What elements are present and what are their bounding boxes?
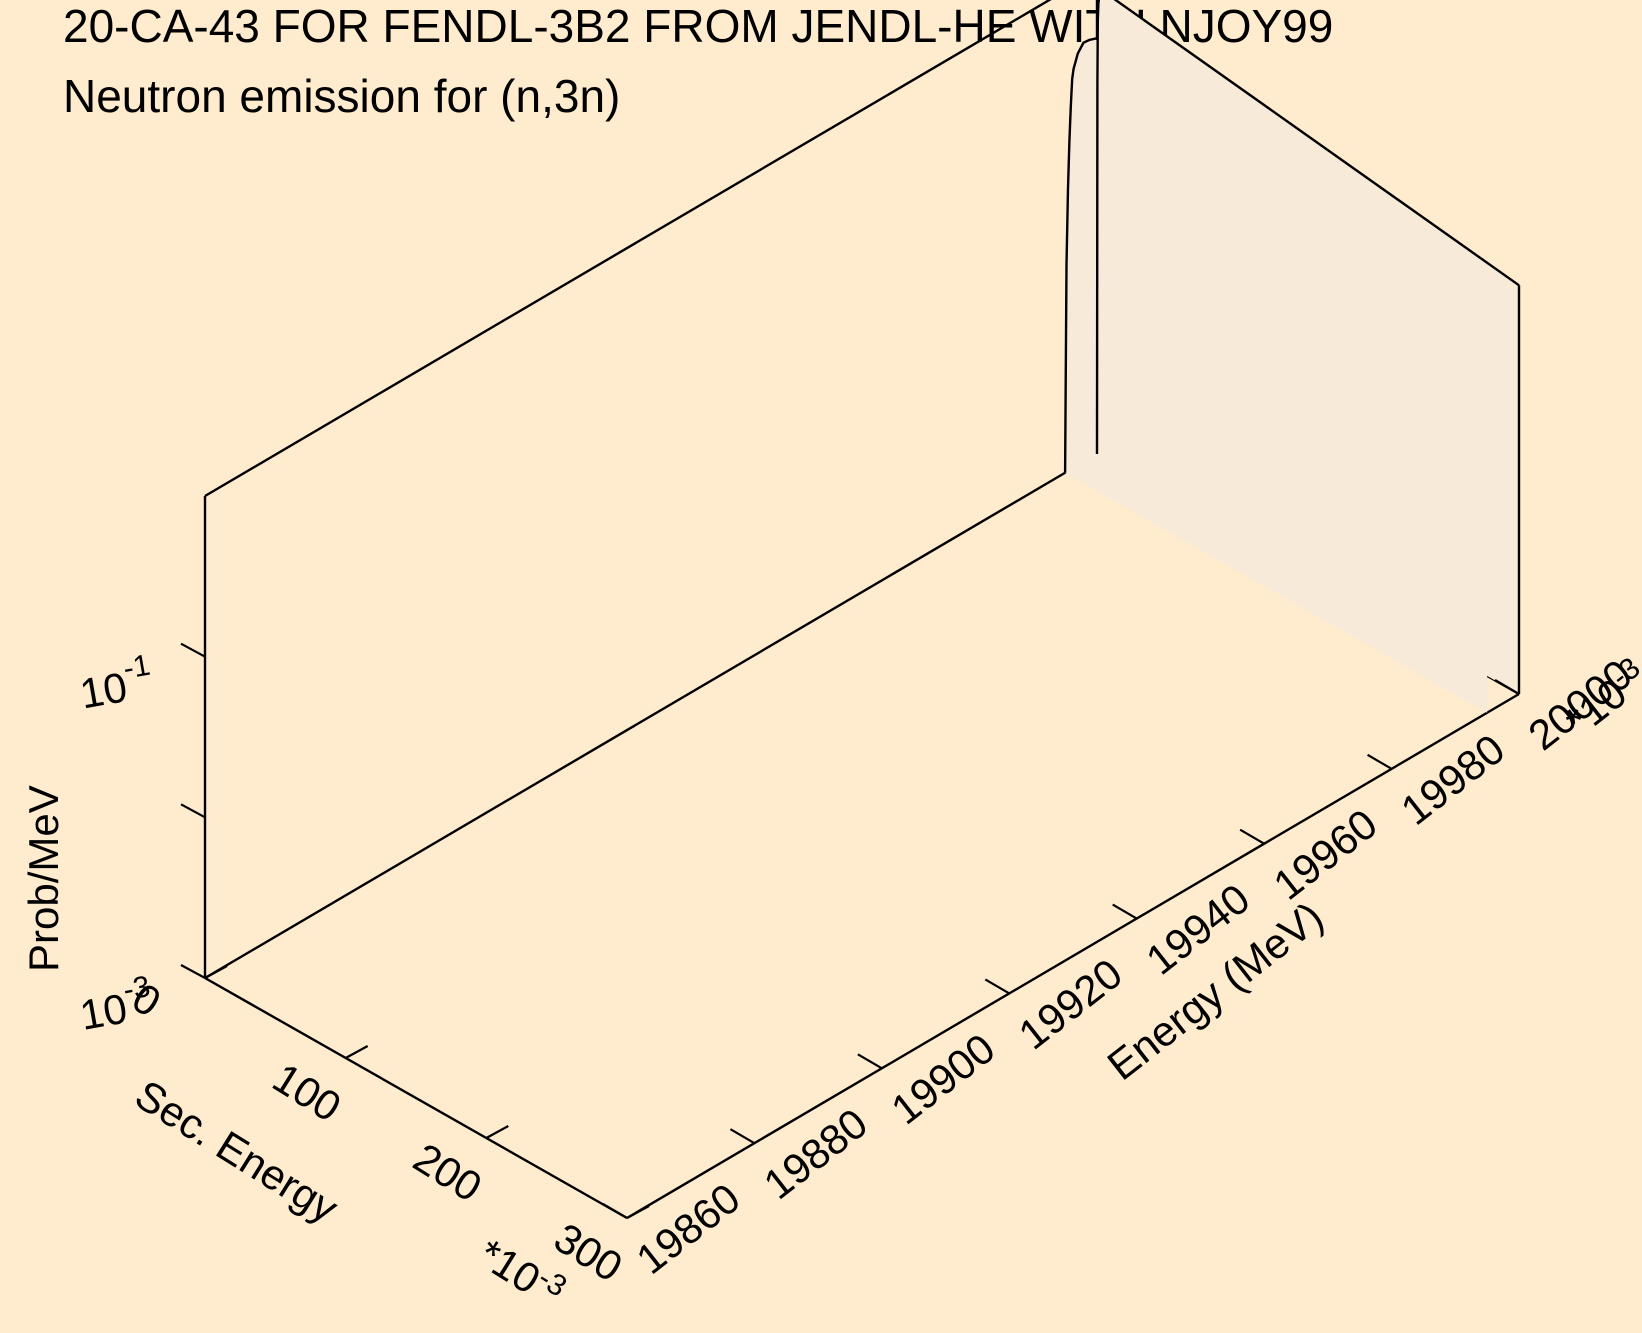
y-tick [1112,903,1138,920]
y-tick [1239,828,1265,845]
z-axis-title: Prob/MeV [20,785,67,972]
z-tick [180,964,206,979]
data-surface [1063,0,1521,713]
y-tick-label: 19900 [882,1024,1003,1133]
series-line [1063,37,1488,473]
z-tick [180,803,206,819]
z-tick-label: 10-1 [75,649,157,718]
frame-edge-y-back [204,452,1098,980]
z-tick-label: 10-3 [75,970,157,1039]
x-tick [485,1125,509,1139]
series-line [1095,0,1520,455]
y-tick [1367,753,1393,770]
y-tick [857,1053,883,1070]
frame-edge-y-front [626,692,1520,1220]
y-tick-label: 19960 [1265,800,1386,909]
x-tick [204,965,228,979]
y-tick [984,978,1010,995]
y-tick [1494,679,1520,695]
frame-edge-top-left [204,0,1052,498]
chart-subtitle: Neutron emission for (n,3n) [63,70,620,122]
y-tick-label: 19880 [755,1099,876,1208]
x-tick-label: 100 [265,1054,349,1131]
frame-edge-x-front [204,976,628,1220]
z-tick [180,642,206,658]
y-tick-label: 19860 [628,1174,749,1283]
x-tick [345,1045,369,1059]
x-tick [626,1205,650,1219]
y-tick [602,1203,628,1219]
y-tick-label: 19980 [1392,725,1513,834]
x-tick-label: 200 [406,1134,490,1211]
y-tick [729,1128,755,1145]
series-area [1097,0,1519,694]
